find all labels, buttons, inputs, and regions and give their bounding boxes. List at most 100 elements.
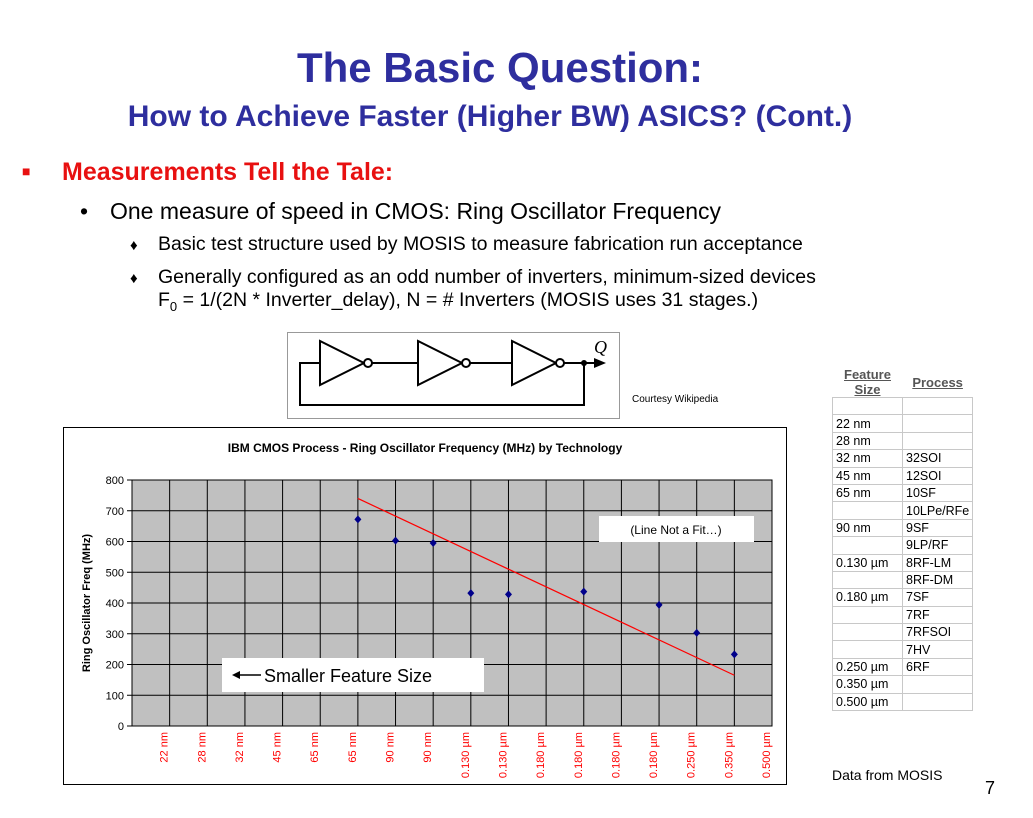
process-cell: 32SOI xyxy=(901,449,974,468)
process-cell xyxy=(901,431,974,451)
inverter-3-icon xyxy=(511,339,559,387)
process-cell: 7RFSOI xyxy=(901,623,974,642)
slide-subtitle: How to Achieve Faster (Higher BW) ASICS?… xyxy=(127,100,853,133)
inverter-1-bubble xyxy=(363,358,373,368)
process-cell: 7SF xyxy=(901,588,974,607)
formula-f: F xyxy=(158,289,170,311)
y-tick-label: 300 xyxy=(106,629,124,641)
bullet-level3-b-line1: Generally configured as an odd number of… xyxy=(158,266,816,288)
x-tick-label: 0.180 µm xyxy=(573,732,585,778)
process-cell: 6RF xyxy=(901,657,974,677)
table-row: 7HV xyxy=(832,640,974,659)
x-tick-label: 0.180 µm xyxy=(648,732,660,778)
diamond-bullet-icon: ♦ xyxy=(130,270,138,287)
data-point xyxy=(354,515,362,524)
y-axis-label: Ring Oscillator Freq (MHz) xyxy=(81,534,93,672)
process-cell xyxy=(901,675,974,694)
spacer-cell xyxy=(832,396,903,416)
output-label-q: Q xyxy=(594,337,607,357)
left-arrow-icon xyxy=(232,671,240,679)
table-row: 0.350 µm xyxy=(832,675,974,694)
process-cell: 10LPe/RFe xyxy=(901,501,974,520)
process-cell: 7RF xyxy=(901,605,974,625)
x-tick-label: 0.350 µm xyxy=(723,732,735,778)
inverter-2-icon xyxy=(417,339,465,387)
arrow-note-box xyxy=(222,658,484,692)
data-point xyxy=(429,539,437,548)
feature-size-cell: 32 nm xyxy=(832,449,903,468)
process-cell: 8RF-LM xyxy=(901,553,974,572)
data-point xyxy=(693,628,701,637)
x-tick-label: 0.180 µm xyxy=(535,732,547,778)
y-tick-label: 100 xyxy=(106,690,124,702)
inverter-2-bubble xyxy=(461,358,471,368)
formula-subscript: 0 xyxy=(169,298,178,314)
table-row: 9LP/RF xyxy=(832,536,974,555)
table-row: 7RF xyxy=(832,605,974,625)
y-tick-label: 800 xyxy=(106,475,124,487)
x-tick-label: 28 nm xyxy=(196,732,208,763)
feature-size-cell xyxy=(832,640,903,659)
square-bullet-icon: ■ xyxy=(22,163,31,179)
bullet-level2: • One measure of speed in CMOS: Ring Osci… xyxy=(80,198,721,225)
y-tick-label: 500 xyxy=(106,567,124,579)
feature-size-cell: 0.130 µm xyxy=(832,553,903,572)
source-note: Data from MOSIS xyxy=(832,767,943,783)
page-number: 7 xyxy=(985,778,996,798)
x-tick-label: 90 nm xyxy=(422,732,434,763)
table-row: 45 nm 12SOI xyxy=(832,466,974,485)
table-row: 0.180 µm 7SF xyxy=(832,588,974,607)
bullet-level2-text: One measure of speed in CMOS: Ring Oscil… xyxy=(110,198,722,224)
table-row: 90 nm 9SF xyxy=(832,518,974,538)
formula-text: = 1/(2N * Inverter_delay), N = # Inverte… xyxy=(177,289,759,311)
y-tick-label: 700 xyxy=(106,506,124,518)
process-cell: 9SF xyxy=(901,518,974,538)
data-point xyxy=(392,536,400,545)
output-arrow-icon xyxy=(594,358,606,368)
x-tick-label: 32 nm xyxy=(234,732,246,763)
courtesy-note: Courtesy Wikipedia xyxy=(632,394,719,405)
x-tick-label: 0.130 µm xyxy=(497,732,509,778)
y-tick-label: 200 xyxy=(106,660,124,672)
process-cell xyxy=(901,692,974,712)
y-tick-label: 400 xyxy=(106,598,124,610)
feature-size-cell: 90 nm xyxy=(832,518,903,538)
bullet-level3-a-text: Basic test structure used by MOSIS to me… xyxy=(158,233,803,255)
bullet-level3-b: ♦ Generally configured as an odd number o… xyxy=(130,266,816,314)
data-point xyxy=(655,600,663,609)
feature-size-cell: 0.250 µm xyxy=(832,657,903,677)
diamond-bullet-icon: ♦ xyxy=(130,237,138,254)
table-row: 32 nm 32SOI xyxy=(832,449,974,468)
chart-frame: 0 100 200 300 400 500 600 700 800 22 nm 28 nm 32 nm… xyxy=(63,427,787,785)
table-row: 65 nm 10SF xyxy=(832,483,974,503)
dot-bullet-icon: • xyxy=(80,198,89,224)
feature-size-cell xyxy=(832,605,903,625)
table-row: 7RFSOI xyxy=(832,623,974,642)
table-row: 0.500 µm xyxy=(832,692,974,712)
x-tick-label: 65 nm xyxy=(309,732,321,763)
feature-size-cell xyxy=(832,501,903,520)
table-row: 28 nm xyxy=(832,431,974,451)
process-table-body: 22 nm 28 nm 32 nm 32SOI 45 nm 12SOI 65 nm 10SF 1… xyxy=(832,414,974,712)
feature-size-cell: 45 nm xyxy=(832,466,903,485)
x-tick-label: 0.500 µm xyxy=(761,732,773,778)
feature-size-cell: 0.350 µm xyxy=(832,675,903,694)
header-process: Process xyxy=(912,374,963,390)
feature-size-cell: 65 nm xyxy=(832,483,903,503)
ring-oscillator-chart: 0 100 200 300 400 500 600 700 800 22 nm 28 nm 32 nm… xyxy=(81,441,773,778)
bullet-level1-text: Measurements Tell the Tale: xyxy=(62,158,394,186)
y-tick-label: 0 xyxy=(118,721,124,733)
line-note: (Line Not a Fit…) xyxy=(630,523,721,537)
x-tick-label: 90 nm xyxy=(385,732,397,763)
x-tick-label: 22 nm xyxy=(159,732,171,763)
data-point xyxy=(580,587,588,596)
process-cell xyxy=(901,414,974,433)
trend-line xyxy=(357,497,735,676)
process-table: Feature Size Process 22 nm 28 nm 32 nm 32SO… xyxy=(832,367,974,712)
x-tick-label: 0.180 µm xyxy=(610,732,622,778)
inverter-3-bubble xyxy=(555,358,565,368)
feature-size-cell xyxy=(832,536,903,555)
bullet-level1: ■ Measurements Tell the Tale: xyxy=(22,158,393,187)
table-row: 22 nm xyxy=(832,414,974,433)
process-cell: 8RF-DM xyxy=(901,570,974,590)
